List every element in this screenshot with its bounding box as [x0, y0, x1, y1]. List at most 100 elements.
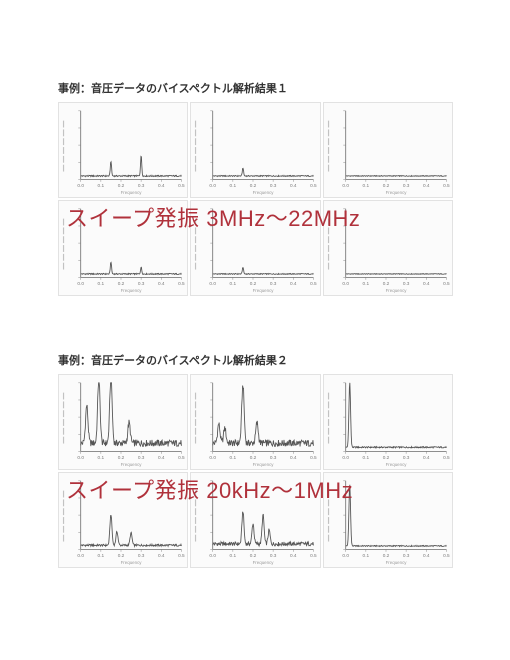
svg-text:0.0: 0.0 [342, 455, 349, 460]
svg-text:0.5: 0.5 [178, 183, 185, 188]
svg-text:0.0: 0.0 [77, 281, 84, 286]
svg-text:0.3: 0.3 [270, 183, 277, 188]
svg-text:0.3: 0.3 [138, 455, 145, 460]
svg-text:Frequency: Frequency [253, 560, 275, 565]
svg-text:0.4: 0.4 [290, 455, 297, 460]
svg-text:0.0: 0.0 [342, 281, 349, 286]
svg-text:0.4: 0.4 [290, 281, 297, 286]
chart-grid: 0.00.10.20.30.40.5 Frequency 0.00.10.20.… [58, 102, 453, 296]
svg-text:0.1: 0.1 [362, 455, 369, 460]
svg-text:0.2: 0.2 [250, 281, 257, 286]
svg-text:0.4: 0.4 [290, 553, 297, 558]
svg-text:0.3: 0.3 [138, 553, 145, 558]
svg-text:0.4: 0.4 [423, 183, 430, 188]
svg-text:0.2: 0.2 [250, 183, 257, 188]
svg-text:Frequency: Frequency [385, 190, 407, 195]
svg-text:0.1: 0.1 [98, 553, 105, 558]
svg-text:Frequency: Frequency [385, 288, 407, 293]
svg-text:0.3: 0.3 [402, 455, 409, 460]
svg-text:Frequency: Frequency [253, 462, 275, 467]
svg-text:0.2: 0.2 [382, 455, 389, 460]
svg-text:Frequency: Frequency [121, 190, 143, 195]
section-1: 事例：音圧データのバイスペクトル解析結果１ 0.0 0.1 0.2 0.3 0.4 0.5… [58, 80, 453, 296]
spectrum-chart: 0.0 0.1 0.2 0.3 0.4 0.5 Frequency [323, 200, 453, 296]
svg-text:0.3: 0.3 [138, 183, 145, 188]
svg-text:0.2: 0.2 [118, 455, 125, 460]
spectrum-chart: 0.00.10.20.30.40.5 Frequency [190, 472, 320, 568]
svg-text:0.2: 0.2 [118, 553, 125, 558]
spectrum-chart: 0.0 0.1 0.2 0.3 0.4 0.5 Frequency [190, 200, 320, 296]
svg-text:0.4: 0.4 [158, 455, 165, 460]
svg-text:0.5: 0.5 [178, 455, 185, 460]
spectrum-chart: 0.0 0.1 0.2 0.3 0.4 0.5 Frequency [323, 472, 453, 568]
svg-text:0.0: 0.0 [342, 553, 349, 558]
svg-text:0.4: 0.4 [158, 281, 165, 286]
svg-text:0.1: 0.1 [230, 455, 237, 460]
svg-text:0.5: 0.5 [443, 553, 450, 558]
svg-text:0.0: 0.0 [210, 183, 217, 188]
svg-text:0.5: 0.5 [310, 455, 317, 460]
svg-text:0.2: 0.2 [382, 553, 389, 558]
spectrum-chart: 0.0 0.1 0.2 0.3 0.4 0.5 Frequency [190, 102, 320, 198]
svg-text:0.2: 0.2 [382, 281, 389, 286]
spectrum-chart: 0.0 0.1 0.2 0.3 0.4 0.5 Frequency [323, 374, 453, 470]
svg-text:Frequency: Frequency [121, 462, 143, 467]
spectrum-chart: 0.0 0.1 0.2 0.3 0.4 0.5 Frequency [58, 374, 188, 470]
spectrum-chart: 0.0 0.1 0.2 0.3 0.4 0.5 Frequency [58, 200, 188, 296]
svg-text:0.1: 0.1 [230, 281, 237, 286]
svg-text:0.4: 0.4 [290, 183, 297, 188]
svg-text:0.0: 0.0 [77, 553, 84, 558]
svg-text:0.1: 0.1 [98, 281, 105, 286]
svg-text:0.4: 0.4 [158, 183, 165, 188]
svg-text:0.4: 0.4 [423, 281, 430, 286]
svg-text:0.4: 0.4 [158, 553, 165, 558]
svg-text:0.2: 0.2 [250, 553, 257, 558]
svg-text:0.3: 0.3 [138, 281, 145, 286]
svg-text:Frequency: Frequency [121, 288, 143, 293]
svg-text:0.5: 0.5 [443, 281, 450, 286]
svg-text:0.1: 0.1 [362, 553, 369, 558]
svg-text:0.3: 0.3 [270, 553, 277, 558]
svg-text:0.5: 0.5 [178, 553, 185, 558]
svg-text:0.0: 0.0 [210, 553, 217, 558]
chart-grid: 0.00.10.20.30.40.5 Frequency 0.00.10.20.… [58, 374, 453, 568]
section-title: 事例：音圧データのバイスペクトル解析結果１ [58, 80, 453, 96]
svg-text:0.0: 0.0 [342, 183, 349, 188]
svg-text:0.5: 0.5 [443, 183, 450, 188]
svg-text:0.5: 0.5 [310, 281, 317, 286]
svg-text:0.4: 0.4 [423, 553, 430, 558]
svg-text:0.1: 0.1 [362, 183, 369, 188]
svg-text:0.2: 0.2 [382, 183, 389, 188]
svg-text:0.1: 0.1 [362, 281, 369, 286]
svg-text:Frequency: Frequency [385, 560, 407, 565]
svg-text:0.0: 0.0 [210, 281, 217, 286]
svg-text:0.1: 0.1 [98, 183, 105, 188]
svg-text:0.1: 0.1 [230, 553, 237, 558]
svg-text:0.3: 0.3 [270, 281, 277, 286]
spectrum-chart: 0.00.10.20.30.40.5 Frequency [190, 374, 320, 470]
svg-text:0.1: 0.1 [98, 455, 105, 460]
svg-text:0.4: 0.4 [423, 455, 430, 460]
svg-text:0.1: 0.1 [230, 183, 237, 188]
svg-text:0.3: 0.3 [402, 183, 409, 188]
section-2: 事例：音圧データのバイスペクトル解析結果２ 0.0 0.1 0.2 0.3 0.4 0.5… [58, 352, 453, 568]
svg-text:0.0: 0.0 [77, 455, 84, 460]
svg-text:0.0: 0.0 [77, 183, 84, 188]
svg-text:Frequency: Frequency [385, 462, 407, 467]
svg-text:0.5: 0.5 [443, 455, 450, 460]
svg-text:0.0: 0.0 [210, 455, 217, 460]
svg-text:0.3: 0.3 [402, 553, 409, 558]
svg-text:Frequency: Frequency [121, 560, 143, 565]
svg-text:Frequency: Frequency [253, 190, 275, 195]
svg-text:0.2: 0.2 [118, 281, 125, 286]
spectrum-chart: 0.0 0.1 0.2 0.3 0.4 0.5 Frequency [58, 472, 188, 568]
spectrum-chart: 0.0 0.1 0.2 0.3 0.4 0.5 Frequency [323, 102, 453, 198]
svg-text:0.3: 0.3 [402, 281, 409, 286]
svg-text:Frequency: Frequency [253, 288, 275, 293]
svg-text:0.3: 0.3 [270, 455, 277, 460]
svg-text:0.5: 0.5 [178, 281, 185, 286]
spectrum-chart: 0.0 0.1 0.2 0.3 0.4 0.5 Frequency [58, 102, 188, 198]
section-title: 事例：音圧データのバイスペクトル解析結果２ [58, 352, 453, 368]
svg-text:0.2: 0.2 [118, 183, 125, 188]
svg-text:0.5: 0.5 [310, 183, 317, 188]
